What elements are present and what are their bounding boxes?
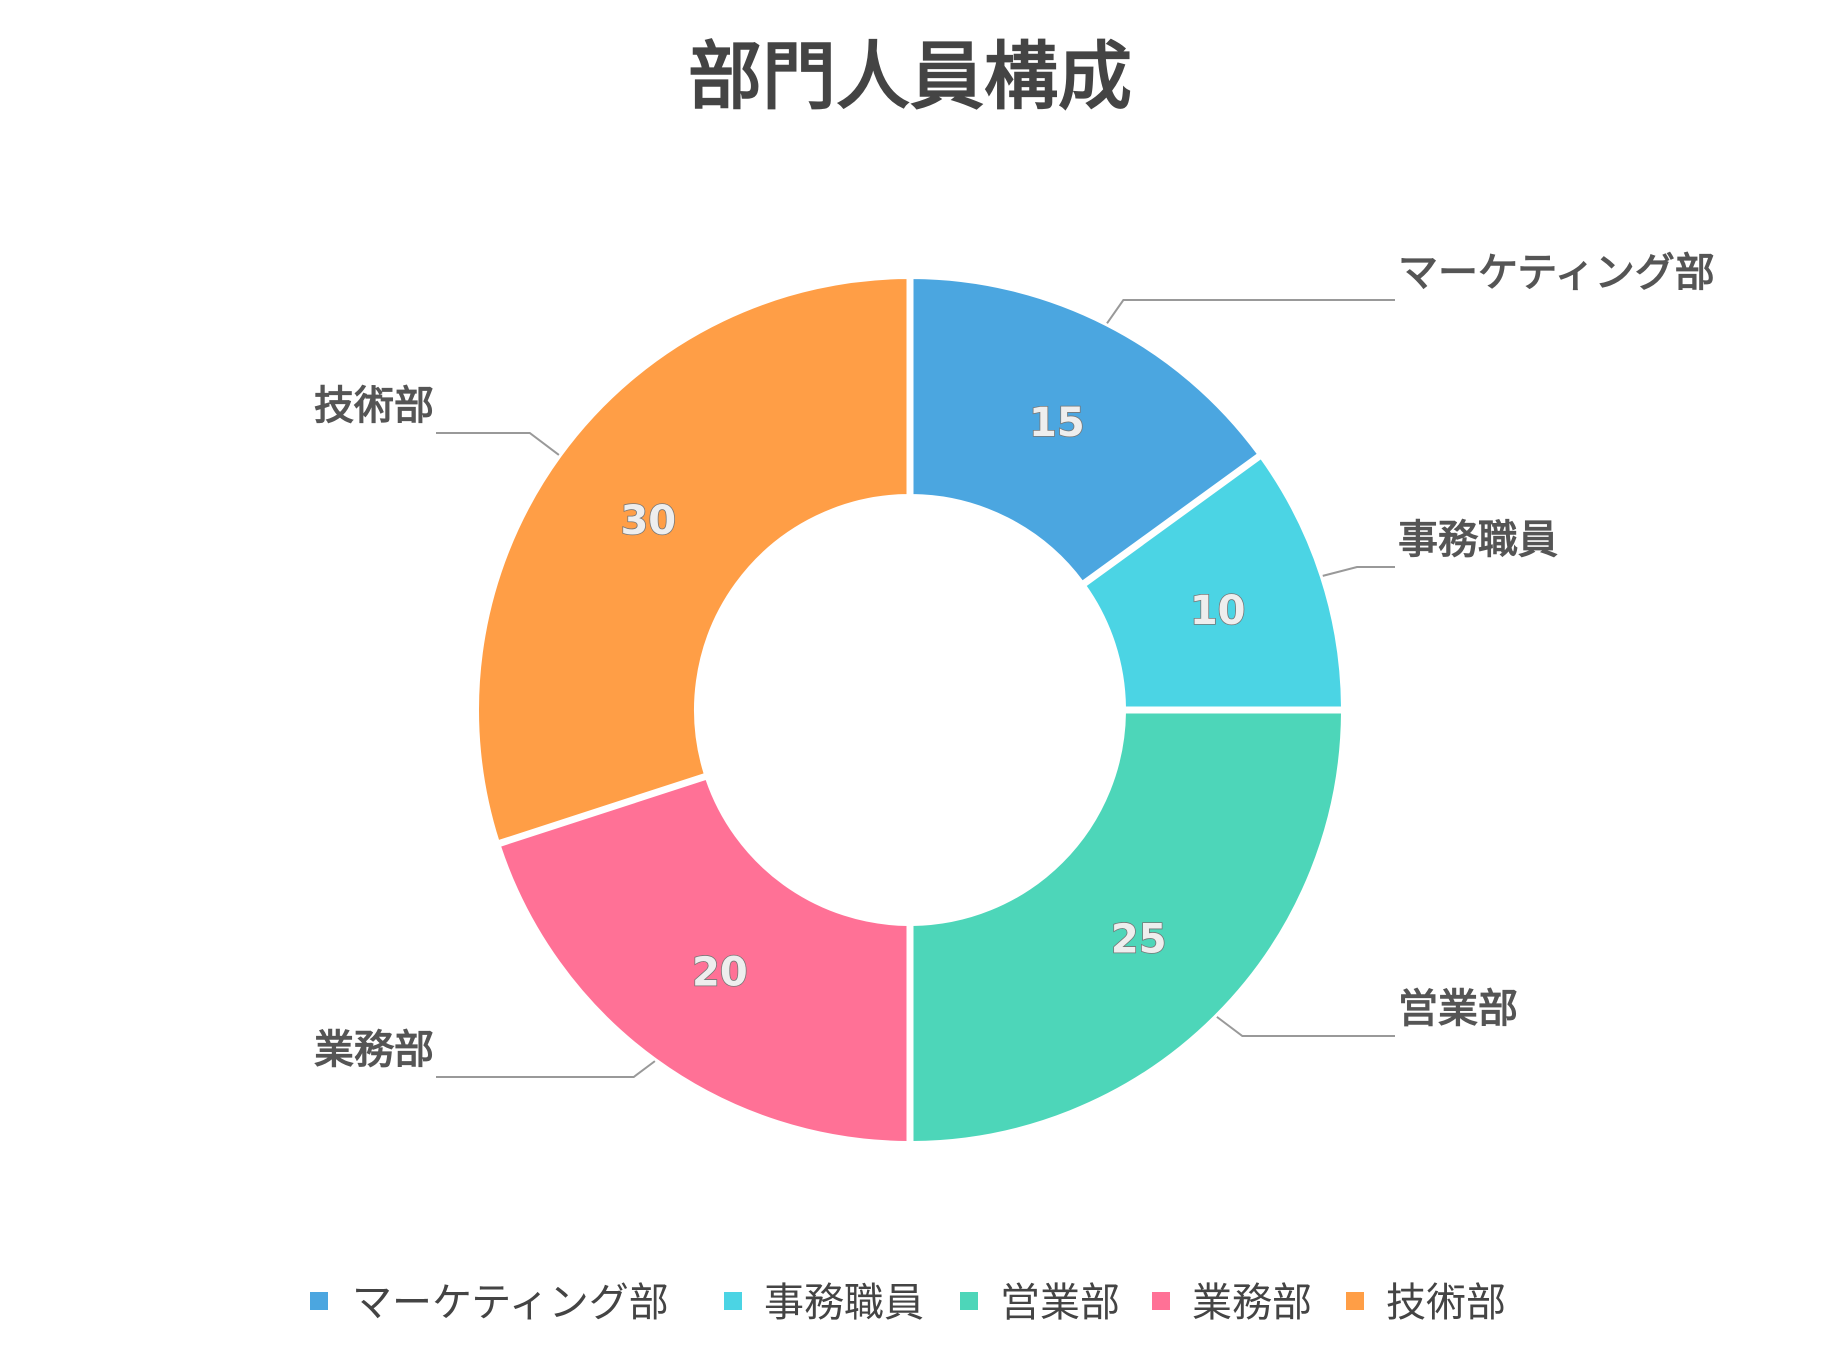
slice-series-4	[477, 277, 909, 843]
legend-item-series-4[interactable]: 技術部	[1346, 1280, 1506, 1326]
legend-label-series-4: 技術部	[1386, 1280, 1506, 1326]
legend-swatch-series-4	[1346, 1292, 1364, 1310]
slice-series-3	[498, 777, 909, 1143]
slice-series-1	[1084, 456, 1343, 709]
legend-swatch-series-3	[1152, 1292, 1170, 1310]
slices-group	[477, 277, 1343, 1143]
leader-line-series-4	[436, 432, 560, 456]
legend-swatch-series-2	[960, 1292, 978, 1310]
legend-item-series-1[interactable]: 事務職員	[724, 1280, 924, 1326]
value-label-series-2: 25	[1111, 917, 1167, 963]
legend-item-series-2[interactable]: 営業部	[960, 1280, 1120, 1326]
legend-label-series-2: 営業部	[1000, 1280, 1120, 1326]
value-label-series-0: 15	[1029, 400, 1085, 446]
legend-swatch-series-1	[724, 1292, 742, 1310]
legend-label-series-0: マーケティング部	[352, 1280, 669, 1326]
slice-series-2	[911, 711, 1343, 1143]
slice-series-0	[911, 277, 1260, 584]
value-labels-group: 15 10 25 20 30	[620, 399, 1247, 997]
category-label-series-4: 技術部	[314, 383, 434, 429]
category-label-series-3: 業務部	[314, 1027, 434, 1073]
legend-label-series-3: 業務部	[1192, 1280, 1312, 1326]
leader-line-series-0	[1106, 299, 1395, 324]
value-label-series-4: 30	[620, 498, 676, 544]
category-label-series-2: 営業部	[1398, 986, 1518, 1032]
chart-title: 部門人員構成	[688, 34, 1132, 120]
value-label-series-1: 10	[1190, 588, 1246, 634]
leader-line-series-2	[1216, 1016, 1395, 1037]
category-label-series-1: 事務職員	[1398, 517, 1558, 563]
legend-item-series-3[interactable]: 業務部	[1152, 1280, 1312, 1326]
legend-item-series-0[interactable]: マーケティング部	[310, 1280, 669, 1326]
value-label-series-3: 20	[692, 950, 748, 996]
legend-swatch-series-0	[310, 1292, 328, 1310]
legend-label-series-1: 事務職員	[764, 1280, 924, 1326]
leader-line-series-1	[1322, 566, 1395, 577]
leader-lines-group	[436, 299, 1395, 1078]
leader-line-series-3	[436, 1060, 656, 1078]
legend: マーケティング部 事務職員 営業部 業務部 技術部	[310, 1280, 1506, 1326]
category-label-series-0: マーケティング部	[1398, 250, 1715, 296]
